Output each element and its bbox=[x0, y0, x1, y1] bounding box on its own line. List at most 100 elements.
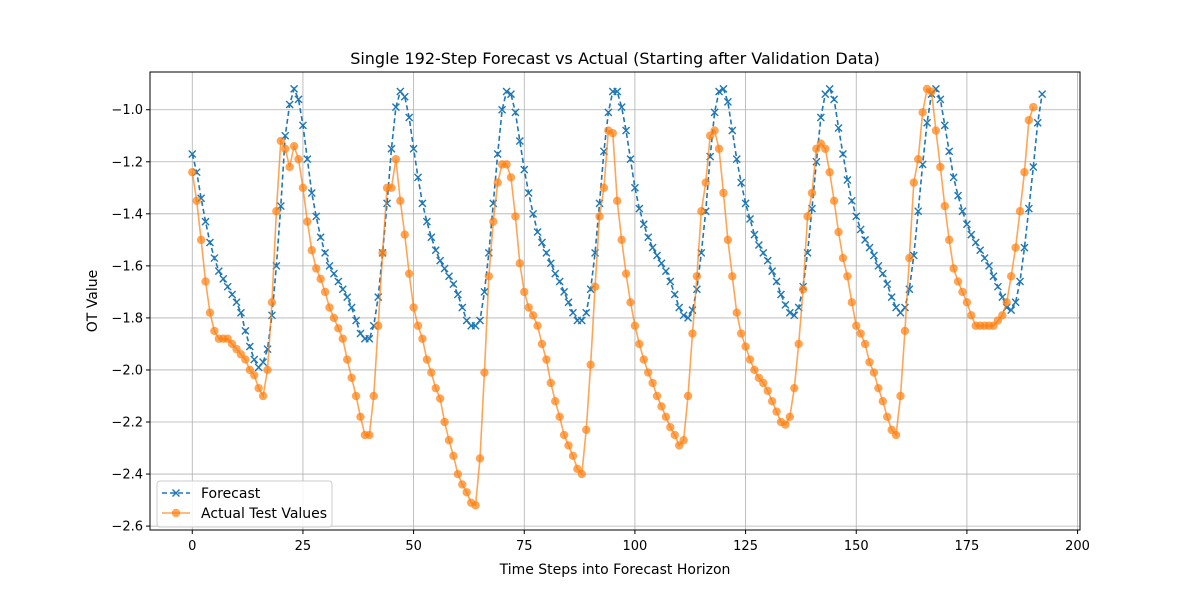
forecast-point bbox=[728, 126, 737, 135]
forecast-point bbox=[936, 95, 945, 104]
x-tick-label: 175 bbox=[954, 539, 979, 554]
forecast-point bbox=[719, 84, 728, 93]
forecast-point bbox=[746, 215, 755, 224]
forecast-point bbox=[661, 267, 670, 276]
legend: Forecast Actual Test Values bbox=[156, 480, 333, 528]
actual-point bbox=[613, 196, 622, 206]
actual-point bbox=[661, 412, 671, 422]
x-tick-label: 75 bbox=[516, 539, 533, 554]
actual-point bbox=[781, 420, 790, 429]
actual-point bbox=[621, 269, 631, 278]
actual-point bbox=[692, 272, 702, 281]
actual-point bbox=[263, 365, 272, 375]
actual-point bbox=[307, 246, 316, 255]
forecast-point bbox=[520, 165, 529, 174]
actual-point bbox=[763, 386, 772, 395]
y-tick-label: −1.2 bbox=[111, 155, 143, 170]
actual-point bbox=[378, 248, 387, 258]
actual-point bbox=[803, 212, 812, 221]
actual-point bbox=[338, 334, 347, 343]
forecast-point bbox=[312, 212, 321, 221]
actual-point bbox=[444, 436, 454, 445]
actual-point bbox=[1020, 167, 1029, 177]
forecast-point bbox=[236, 308, 245, 317]
actual-point bbox=[369, 391, 378, 401]
actual-point bbox=[648, 378, 657, 388]
actual-point bbox=[688, 329, 697, 338]
actual-point bbox=[484, 272, 494, 281]
forecast-point bbox=[524, 189, 533, 198]
forecast-point bbox=[776, 290, 785, 299]
x-tick-label: 200 bbox=[1065, 539, 1090, 554]
actual-point bbox=[316, 274, 325, 284]
actual-point bbox=[860, 339, 870, 349]
forecast-point bbox=[449, 280, 458, 289]
forecast-point bbox=[325, 261, 334, 270]
forecast-point bbox=[737, 178, 746, 187]
forecast-point bbox=[582, 308, 591, 317]
forecast-point bbox=[564, 298, 573, 307]
actual-point bbox=[440, 417, 449, 427]
forecast-point bbox=[954, 191, 963, 200]
y-axis-label: OT Value bbox=[85, 270, 101, 332]
forecast-point bbox=[542, 248, 551, 257]
forecast-point bbox=[670, 290, 679, 299]
forecast-point bbox=[502, 87, 511, 96]
forecast-point bbox=[980, 254, 989, 263]
actual-point bbox=[905, 253, 914, 263]
y-tick-label: −2.4 bbox=[111, 468, 143, 483]
actual-point bbox=[312, 264, 321, 273]
actual-point bbox=[564, 441, 573, 450]
forecast-point bbox=[684, 313, 693, 322]
actual-point bbox=[329, 313, 339, 323]
forecast-point bbox=[453, 290, 462, 299]
forecast-point bbox=[551, 269, 560, 278]
actual-point bbox=[493, 178, 502, 187]
actual-point bbox=[502, 160, 511, 169]
actual-point bbox=[701, 178, 710, 187]
forecast-point bbox=[259, 358, 268, 367]
actual-point bbox=[590, 282, 600, 291]
actual-point bbox=[196, 235, 206, 245]
forecast-point bbox=[843, 175, 852, 184]
actual-point bbox=[387, 183, 396, 193]
legend-actual-marker bbox=[171, 508, 181, 518]
x-tick-label: 0 bbox=[188, 539, 196, 554]
forecast-point bbox=[781, 300, 790, 309]
actual-point bbox=[918, 108, 927, 117]
forecast-point bbox=[772, 277, 781, 286]
forecast-point bbox=[529, 209, 538, 218]
legend-box bbox=[156, 480, 333, 528]
y-tick-label: −2.0 bbox=[111, 363, 143, 378]
forecast-point bbox=[741, 199, 750, 208]
forecast-point bbox=[861, 235, 870, 244]
actual-point bbox=[878, 396, 888, 406]
forecast-point bbox=[723, 97, 732, 106]
actual-point bbox=[373, 321, 383, 330]
forecast-point bbox=[365, 334, 374, 343]
forecast-point bbox=[210, 254, 219, 263]
y-tick-label: −1.8 bbox=[111, 311, 143, 326]
forecast-point bbox=[883, 280, 892, 289]
actual-point bbox=[334, 324, 343, 333]
actual-point bbox=[422, 355, 432, 364]
actual-point bbox=[772, 407, 781, 416]
forecast-point bbox=[626, 155, 635, 164]
forecast-point bbox=[838, 149, 847, 158]
forecast-point bbox=[887, 293, 896, 302]
actual-point bbox=[254, 383, 263, 393]
actual-point bbox=[511, 212, 520, 221]
forecast-point bbox=[391, 103, 400, 112]
forecast-point bbox=[511, 108, 520, 117]
forecast-point bbox=[617, 103, 626, 112]
forecast-point bbox=[436, 256, 445, 265]
actual-point bbox=[595, 212, 604, 221]
forecast-point bbox=[989, 272, 998, 281]
forecast-point bbox=[1038, 90, 1047, 99]
actual-point bbox=[205, 308, 215, 317]
forecast-point bbox=[352, 316, 361, 325]
actual-point bbox=[741, 342, 750, 351]
forecast-point bbox=[869, 251, 878, 260]
actual-point bbox=[869, 368, 879, 377]
